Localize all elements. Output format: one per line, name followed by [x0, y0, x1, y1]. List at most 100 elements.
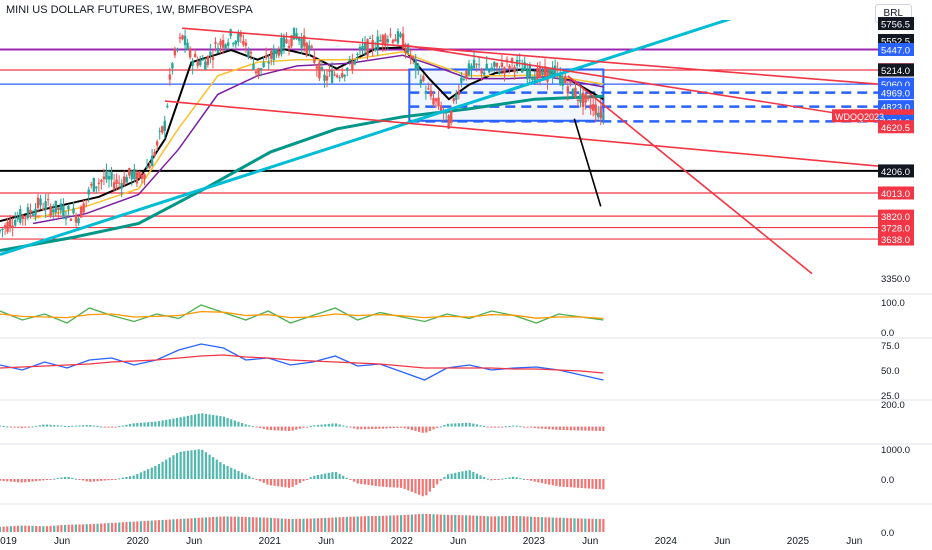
candle-body	[155, 141, 159, 146]
candle-body	[204, 61, 207, 70]
momentum-bar	[139, 472, 143, 479]
candle-body	[335, 75, 339, 78]
candle-body	[211, 56, 215, 60]
candle-body	[11, 225, 14, 228]
momentum-bar	[24, 479, 27, 483]
price-label-bg	[878, 221, 914, 235]
volume-bar	[154, 520, 157, 532]
momentum-bar	[327, 472, 330, 479]
price-label: 4823.0	[881, 103, 910, 114]
candle-body	[44, 201, 47, 210]
momentum-bar	[320, 474, 323, 479]
macd-bar	[100, 426, 103, 428]
volume-bar	[269, 517, 273, 532]
momentum-bar	[418, 479, 421, 495]
momentum-bar	[334, 471, 338, 479]
volume-bar	[501, 516, 504, 532]
momentum-bar	[403, 479, 406, 489]
volume-bar	[511, 515, 515, 532]
momentum-bar	[306, 479, 309, 480]
candle-body	[571, 88, 575, 97]
candle-body	[315, 66, 319, 69]
volume-bar	[81, 524, 85, 532]
volume-bar	[165, 519, 168, 532]
momentum-bar	[240, 472, 244, 479]
macd-bar	[0, 425, 2, 427]
candle-body	[267, 62, 270, 64]
candle-body	[373, 48, 377, 51]
candle-body	[308, 45, 311, 50]
volume-bar	[71, 524, 74, 532]
macd-bar	[421, 426, 424, 433]
volume-bar	[327, 517, 330, 532]
momentum-bar	[414, 479, 417, 494]
candle-body	[153, 151, 156, 157]
volume-bar	[237, 516, 240, 532]
price-axis-label: 4013.0	[878, 186, 914, 200]
macd-bar	[280, 426, 283, 431]
candle-body	[528, 64, 532, 78]
candle-body	[161, 126, 164, 133]
momentum-bar	[186, 450, 189, 479]
momentum-bar	[316, 474, 320, 479]
candle-body	[292, 27, 296, 40]
momentum-bar	[519, 478, 522, 480]
candle-body	[117, 182, 121, 184]
momentum-bar	[313, 475, 316, 479]
candle-body	[34, 208, 37, 216]
candle-body	[518, 60, 521, 62]
volume-bar	[457, 515, 460, 532]
candle-body	[176, 48, 179, 50]
volume-bar	[504, 516, 507, 532]
candle-body	[19, 209, 22, 223]
momentum-bar	[385, 479, 388, 487]
x-tick-label: 2024	[655, 536, 678, 547]
trend-line	[567, 75, 813, 275]
candle-body	[21, 215, 25, 220]
volume-bar	[410, 514, 413, 532]
momentum-bar	[157, 463, 161, 479]
volume-bar	[42, 526, 45, 532]
macd-bar	[381, 426, 385, 429]
candle-body	[366, 39, 369, 56]
momentum-bar	[78, 479, 81, 480]
candle-body	[482, 72, 486, 75]
macd-bar	[371, 426, 374, 430]
price-label: 5552.5	[881, 36, 910, 47]
macd-bar	[399, 426, 403, 428]
macd-bar	[331, 423, 334, 427]
momentum-bar	[219, 461, 222, 479]
candle-body	[470, 65, 473, 70]
candle-body	[181, 35, 184, 40]
volume-bar	[100, 523, 103, 532]
momentum-bar	[461, 471, 464, 479]
candle-body	[597, 112, 600, 118]
candle-body	[163, 120, 166, 131]
volume-bar	[421, 513, 424, 532]
candle-body	[427, 88, 430, 90]
candle-body	[495, 62, 499, 67]
momentum-bar	[331, 472, 334, 479]
candle-body	[386, 39, 390, 43]
pane-axis-label: 0.0	[881, 475, 894, 486]
macd-bar	[45, 424, 49, 427]
macd-bar	[233, 420, 236, 427]
macd-bar	[306, 426, 309, 428]
macd-bar	[154, 421, 157, 427]
volume-bar	[569, 518, 572, 532]
momentum-bar	[591, 479, 594, 489]
macd-bar	[284, 426, 287, 431]
volume-bar	[418, 514, 421, 532]
volume-bar	[0, 526, 2, 532]
candle-body	[290, 35, 293, 47]
momentum-bar	[233, 469, 236, 479]
candle-body	[82, 203, 85, 213]
candle-body	[224, 44, 227, 49]
volume-bar	[13, 525, 16, 532]
volume-bar	[334, 517, 338, 532]
candle-body	[521, 67, 524, 73]
momentum-bar	[175, 453, 179, 479]
momentum-bar	[569, 479, 572, 488]
candle-body	[282, 35, 286, 48]
